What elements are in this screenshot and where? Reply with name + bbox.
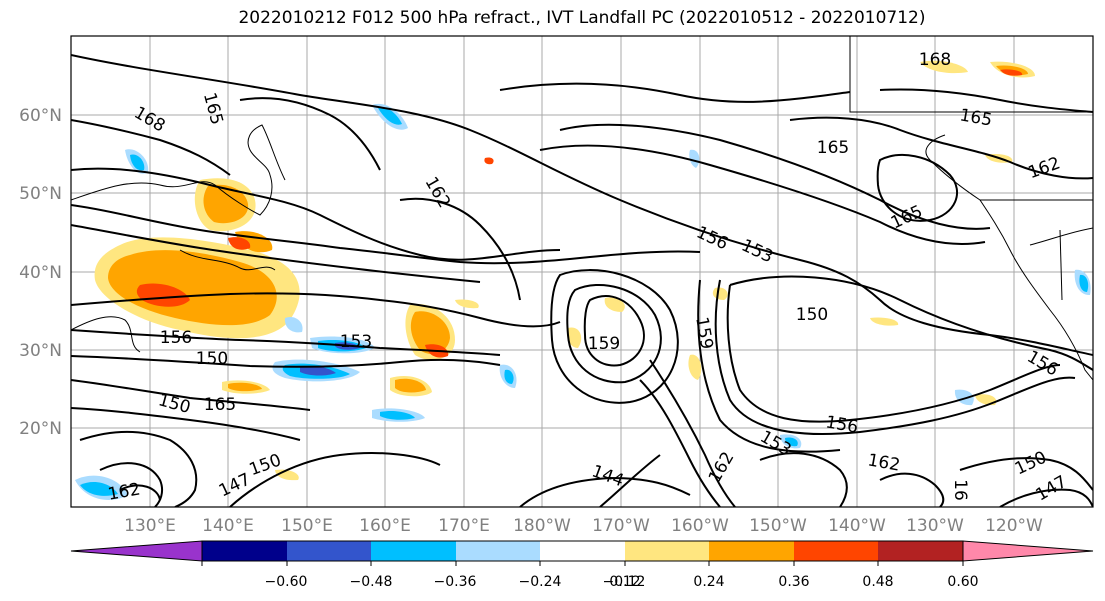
lon-tick-label: 140°E xyxy=(202,516,254,536)
contour-label: 165 xyxy=(817,138,849,158)
colorbar-tick-label: 0.36 xyxy=(778,574,809,590)
contour-label: 153 xyxy=(340,332,372,352)
colorbar-segment xyxy=(371,541,456,561)
contour-label: 159 xyxy=(588,334,620,354)
lon-tick-label: 170°E xyxy=(438,516,490,536)
colorbar-tick-label: −0.36 xyxy=(434,574,477,590)
lon-tick-label: 160°E xyxy=(359,516,411,536)
lat-tick-label: 30°N xyxy=(19,341,62,361)
colorbar-tick-label: −0.60 xyxy=(265,574,308,590)
colorbar-extend-low xyxy=(70,540,203,562)
colorbar-tick-label: −0.12 xyxy=(603,574,646,590)
contour-label: 168 xyxy=(919,50,951,70)
colorbar-tick-label: 0.48 xyxy=(862,574,893,590)
contour-label: 16 xyxy=(950,479,970,501)
lon-tick-label: 130°W xyxy=(906,516,964,536)
lon-tick-label: 170°W xyxy=(592,516,650,536)
lat-tick-label: 60°N xyxy=(19,106,62,126)
lon-tick-label: 150°W xyxy=(749,516,807,536)
map-border xyxy=(70,35,1094,508)
refractivity-anomaly-shading xyxy=(75,60,1091,500)
colorbar-extend-high xyxy=(962,540,1094,562)
colorbar-segment xyxy=(540,541,625,561)
colorbar-tick-label: 0.12 xyxy=(609,574,640,590)
colorbar: −0.60 −0.48 −0.36 −0.24 −0.120.12 0.24 0.36 0.4… xyxy=(70,540,1094,590)
colorbar-segment xyxy=(456,541,540,561)
contour-label: 165 xyxy=(204,395,236,415)
lat-tick-label: 50°N xyxy=(19,184,62,204)
lon-tick-label: 120°W xyxy=(985,516,1043,536)
colorbar-tick-label: −0.24 xyxy=(519,574,562,590)
latitude-labels: 60°N 50°N 40°N 30°N 20°N xyxy=(19,106,62,439)
colorbar-segment xyxy=(625,541,709,561)
lat-tick-label: 20°N xyxy=(19,419,62,439)
colorbar-tick-label: 0.60 xyxy=(947,574,978,590)
contour-label: 156 xyxy=(160,328,192,348)
colorbar-segment xyxy=(287,541,371,561)
colorbar-segment xyxy=(878,541,963,561)
lon-tick-label: 180°W xyxy=(513,516,571,536)
colorbar-segment xyxy=(709,541,794,561)
plot-title: 2022010212 F012 500 hPa refract., IVT La… xyxy=(238,8,926,28)
lon-tick-label: 150°E xyxy=(281,516,333,536)
colorbar-segment xyxy=(202,541,287,561)
lon-tick-label: 140°W xyxy=(828,516,886,536)
contour-label: 150 xyxy=(196,349,228,369)
colorbar-tick-label: 0.24 xyxy=(693,574,724,590)
lon-tick-label: 130°E xyxy=(124,516,176,536)
refractivity-contours xyxy=(71,54,1093,507)
colorbar-segment xyxy=(794,541,878,561)
longitude-labels: 130°E 140°E 150°E 160°E 170°E 180°W 170°W 160°W… xyxy=(124,516,1043,536)
colorbar-tick-label: −0.48 xyxy=(350,574,393,590)
lat-tick-label: 40°N xyxy=(19,263,62,283)
contour-label: 150 xyxy=(796,305,828,325)
lon-tick-label: 160°W xyxy=(671,516,729,536)
